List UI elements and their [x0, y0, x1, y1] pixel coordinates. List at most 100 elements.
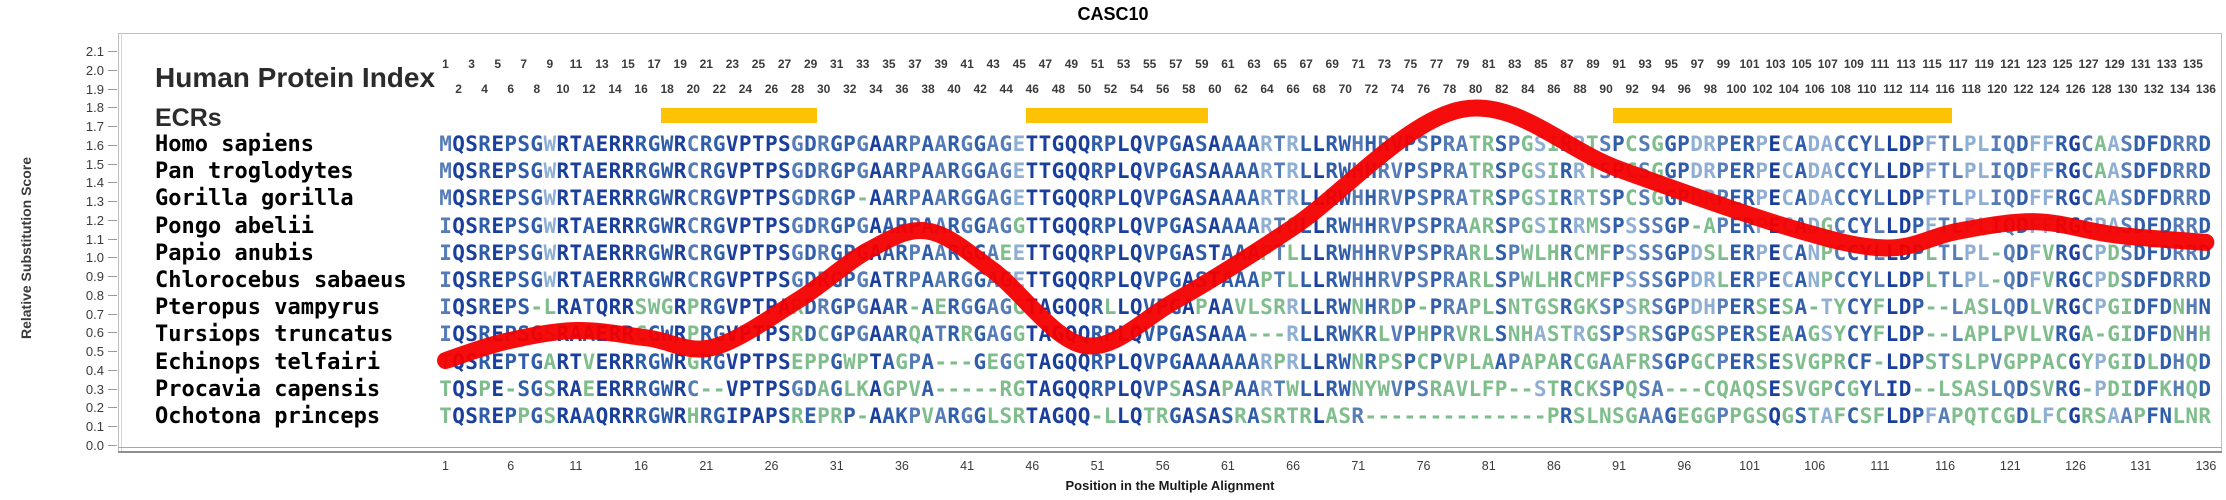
residue: R [1090, 349, 1104, 374]
residue: G [999, 159, 1013, 184]
residue: R [947, 404, 961, 428]
residue: L [1885, 268, 1899, 292]
residue: A [1794, 132, 1808, 156]
residue: P [1677, 213, 1690, 238]
residue: R [673, 159, 687, 184]
residue: A [986, 186, 1000, 211]
residue: A [1247, 349, 1260, 374]
y-tick-label: 1.8 [85, 100, 104, 116]
y-tick-mark [108, 426, 117, 428]
residue: V [582, 349, 596, 374]
residue: G [791, 268, 804, 292]
ecr-bar[interactable] [1025, 108, 1209, 123]
residue: P [1677, 349, 1690, 374]
residue: A [1208, 322, 1221, 347]
residue: G [791, 186, 804, 211]
residue: D [2015, 404, 2029, 428]
residue: S [1195, 186, 1208, 211]
protein-index-number: 4 [481, 82, 488, 96]
residue: Q [1064, 240, 1078, 265]
residue: A [1221, 213, 1234, 238]
residue: G [1051, 322, 1065, 347]
residue: R [1377, 268, 1391, 292]
protein-index-number: 94 [1651, 82, 1665, 96]
residue: S [1820, 322, 1834, 347]
residue: F [1924, 132, 1938, 156]
residue: R [634, 132, 648, 156]
residue: R [1325, 186, 1338, 211]
residue: R [2172, 132, 2185, 156]
residue: F [2146, 404, 2159, 428]
residue: A [2120, 404, 2133, 428]
residue: P [843, 159, 856, 184]
residue: D [804, 295, 817, 320]
residue: P [1103, 376, 1117, 401]
residue: P [738, 186, 752, 211]
residue: P [843, 132, 856, 156]
protein-index-number: 25 [751, 57, 766, 71]
residue: G [830, 268, 843, 292]
residue: D [2015, 295, 2029, 320]
residue: A [1455, 295, 1469, 320]
residue: G [1012, 322, 1026, 347]
residue: S [1494, 268, 1508, 292]
protein-index-number: 57 [1169, 57, 1183, 71]
residue: R [608, 349, 622, 374]
residue: T [1273, 268, 1286, 292]
residue: C [2081, 186, 2094, 211]
residue: A [1181, 268, 1195, 292]
residue: A [1455, 213, 1469, 238]
protein-index-number: 12 [582, 82, 596, 96]
residue: P [738, 376, 752, 401]
protein-index-number: 17 [647, 57, 661, 71]
residue: P [1155, 322, 1169, 347]
residue: T [1585, 159, 1599, 184]
residue: L [1950, 268, 1964, 292]
residue: A [582, 322, 596, 347]
y-tick-mark [108, 444, 117, 446]
residue: A [1221, 295, 1234, 320]
residue: S [1598, 159, 1612, 184]
residue: Q [1077, 213, 1091, 238]
residue: A [582, 213, 596, 238]
residue: F [1598, 268, 1612, 292]
residue: L [1885, 295, 1899, 320]
residue: S [1546, 322, 1560, 347]
residue: P [1963, 268, 1977, 292]
residue: Q [1625, 376, 1638, 401]
residue: C [1989, 404, 2003, 428]
protein-index-number: 98 [1703, 82, 1718, 96]
residue: A [1181, 376, 1195, 401]
residue: A [2094, 132, 2107, 156]
residue: P [504, 132, 517, 156]
residue: R [1260, 132, 1273, 156]
residue: - [1273, 322, 1286, 347]
residue: S [1598, 376, 1612, 401]
residue: - [1455, 404, 1469, 428]
residue: A [882, 404, 895, 428]
residue: S [1390, 349, 1404, 374]
residue: P [1155, 349, 1169, 374]
residue: R [2081, 404, 2094, 428]
residue: I [2120, 295, 2133, 320]
y-tick-label: 1.7 [85, 119, 104, 135]
residue: S [1416, 186, 1430, 211]
residue: P [517, 404, 531, 428]
residue: A [1208, 295, 1221, 320]
protein-index-number: 31 [830, 57, 844, 71]
residue: A [582, 268, 596, 292]
residue: A [1247, 404, 1260, 428]
protein-index-number: 48 [1051, 82, 1066, 96]
residue: G [1168, 132, 1182, 156]
ecr-bar[interactable] [1612, 108, 1952, 123]
ecr-bar[interactable] [660, 108, 818, 123]
residue: G [960, 240, 974, 265]
residue: - [856, 186, 869, 211]
residue: E [491, 213, 504, 238]
residue: F [2146, 240, 2159, 265]
residue: R [673, 404, 687, 428]
residue: R [1090, 159, 1104, 184]
residue: L [1116, 322, 1130, 347]
y-tick-mark [108, 238, 117, 240]
